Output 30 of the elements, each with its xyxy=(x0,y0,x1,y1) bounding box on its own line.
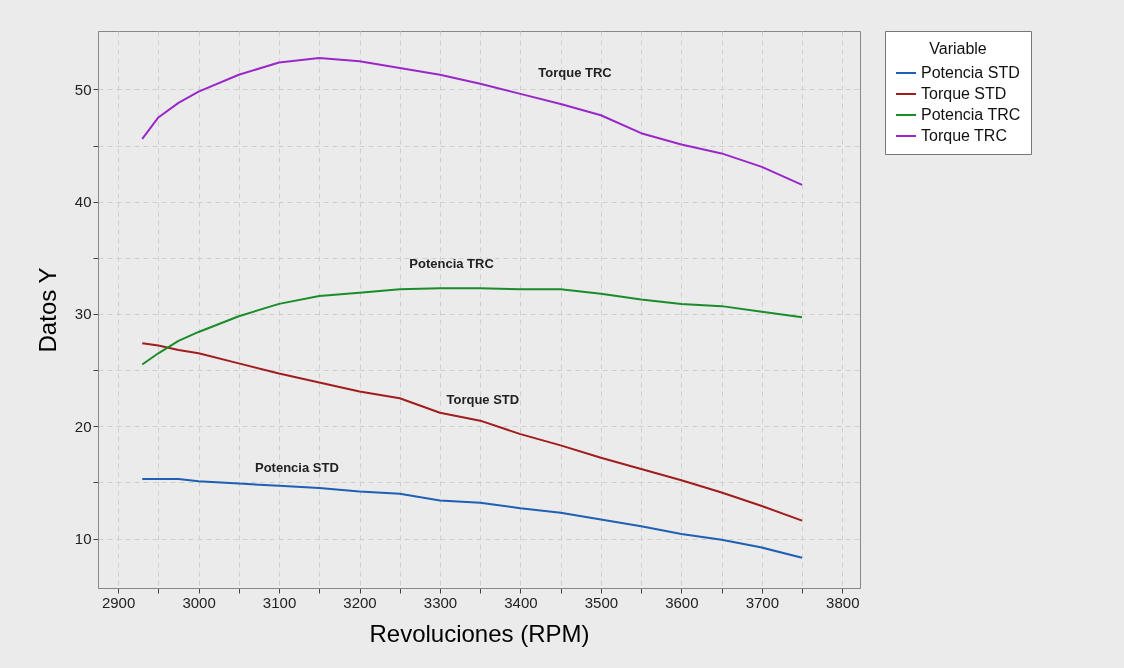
x-tick-label: 3000 xyxy=(182,593,216,611)
legend-label: Torque TRC xyxy=(921,127,1007,144)
x-tick-label: 3700 xyxy=(745,593,780,611)
legend-label: Potencia STD xyxy=(921,64,1020,81)
line-series xyxy=(141,56,804,186)
annotation: Torque STD xyxy=(446,392,520,408)
x-tick-label: 3200 xyxy=(343,593,377,611)
y-tick-label: 10 xyxy=(74,530,92,548)
x-tick-label: 3100 xyxy=(262,593,297,611)
y-tick-label: 40 xyxy=(74,193,92,211)
x-tick-label: 3500 xyxy=(584,593,619,611)
annotation: Torque TRC xyxy=(538,64,613,80)
annotation: Potencia STD xyxy=(254,459,339,475)
y-tick-label: 20 xyxy=(74,417,92,435)
legend-label: Potencia TRC xyxy=(921,106,1021,123)
x-tick-label: 2900 xyxy=(101,593,136,611)
line-series xyxy=(141,287,804,366)
line-series xyxy=(141,478,804,559)
x-tick-label: 3300 xyxy=(423,593,458,611)
y-tick-label: 30 xyxy=(74,305,92,323)
y-axis-title: Datos Y xyxy=(33,267,61,353)
x-axis-title: Revoluciones (RPM) xyxy=(369,619,590,647)
line-series xyxy=(141,342,804,522)
y-tick-label: 50 xyxy=(74,80,92,98)
x-tick-label: 3600 xyxy=(665,593,699,611)
x-tick-label: 3800 xyxy=(826,593,860,611)
legend-title: Variable xyxy=(929,40,987,57)
legend-label: Torque STD xyxy=(921,85,1007,102)
annotation: Potencia TRC xyxy=(409,256,495,272)
x-tick-label: 3400 xyxy=(504,593,538,611)
